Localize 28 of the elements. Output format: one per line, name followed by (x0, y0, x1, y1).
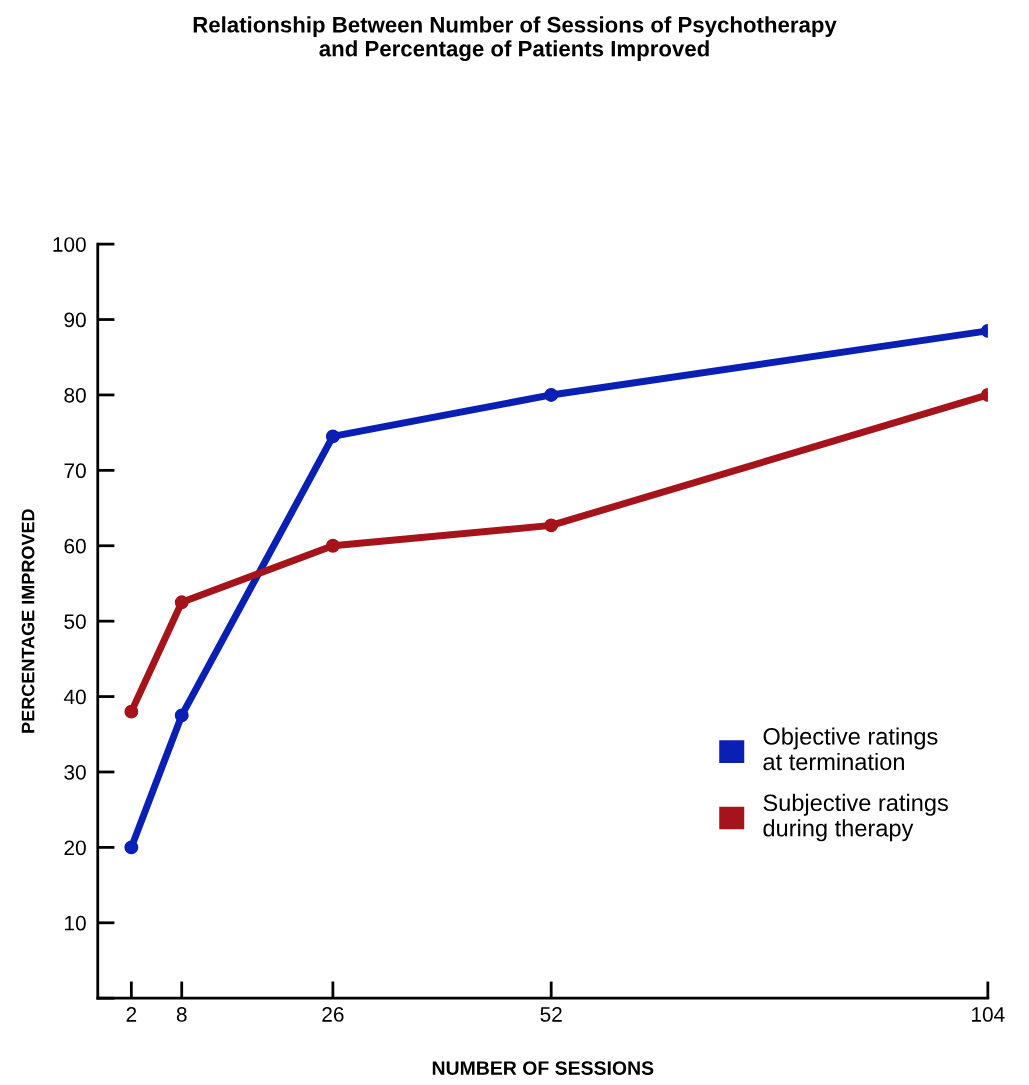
y-tick-label: 30 (64, 764, 86, 780)
point (174, 595, 189, 610)
y-tick-label: 90 (64, 312, 86, 328)
x-tick-label: 8 (176, 1007, 187, 1022)
y-tick-label: 50 (64, 614, 86, 629)
x-tick-label: 26 (322, 1007, 344, 1022)
point (174, 708, 189, 723)
chart-title: Relationship Between Number of Sessions of Psychotherapy and Percentage of Patients Improved (193, 16, 837, 62)
y-axis-title: PERCENTAGE IMPROVED (21, 509, 35, 733)
point (124, 840, 139, 855)
y-tick-label: 100 (53, 237, 86, 252)
legend-label: Subjective ratings during therapy (763, 793, 948, 842)
x-axis-title: NUMBER OF SESSIONS (432, 1061, 654, 1075)
x-tick-label: 104 (972, 1007, 1005, 1022)
y-tick-label: 10 (65, 915, 86, 931)
point (325, 429, 340, 444)
y-tick-label: 70 (64, 463, 86, 479)
x-tick-label: 2 (126, 1007, 137, 1022)
y-tick-label: 80 (64, 387, 86, 403)
point (544, 518, 559, 533)
y-tick-label: 40 (63, 689, 86, 705)
legend-label: Objective ratings at termination (763, 727, 938, 771)
y-tick-label: 60 (64, 538, 86, 554)
point (124, 704, 139, 719)
y-tick-label: 20 (64, 840, 86, 856)
point (544, 387, 559, 402)
x-tick-label: 52 (540, 1007, 562, 1022)
point (325, 538, 340, 553)
